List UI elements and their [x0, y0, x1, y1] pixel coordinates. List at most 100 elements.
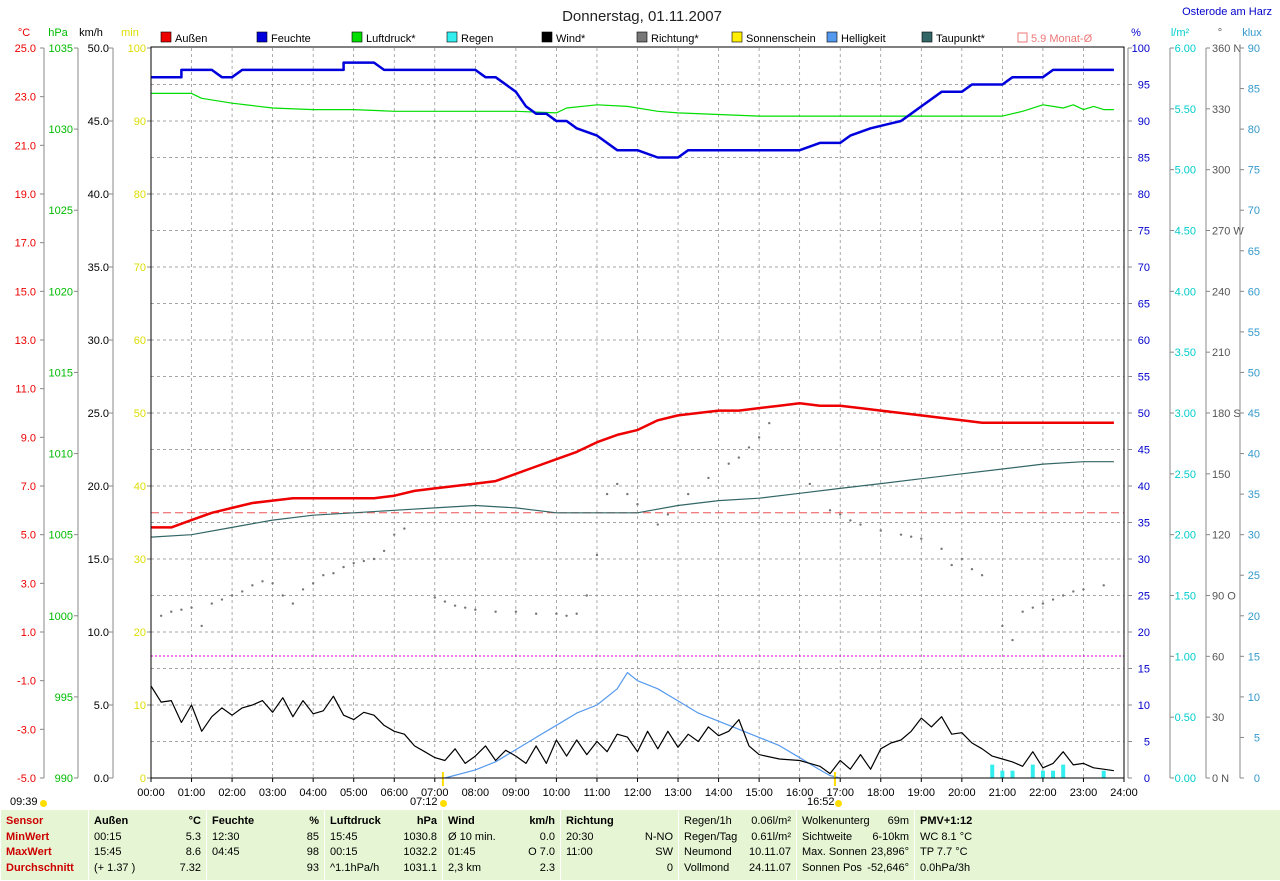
- axis-label-rain: 5.00: [1175, 165, 1196, 177]
- axis-label-rain: 3.50: [1175, 347, 1196, 359]
- series-richtung-point: [585, 594, 589, 597]
- regen-r1-left: Regen/Tag: [684, 830, 738, 843]
- series-richtung-point: [241, 590, 244, 593]
- series-richtung-point: [474, 608, 477, 611]
- axis-label-humidity: 30: [1138, 554, 1150, 566]
- legend-label-7: Helligkeit: [841, 33, 886, 45]
- axis-label-sun: 40: [134, 481, 146, 493]
- series-richtung-point: [737, 456, 741, 459]
- series-richtung-point: [666, 513, 670, 516]
- axis-label-time: 17:00: [826, 787, 854, 799]
- sunset-marker: [835, 800, 842, 807]
- wind-r1-left: Ø 10 min.: [448, 830, 496, 843]
- wind-r3-val: 2.3: [539, 861, 555, 874]
- axis-label-time: 21:00: [989, 787, 1017, 799]
- series-richtung-point: [180, 608, 183, 611]
- feuchte-unit: %: [309, 815, 319, 827]
- axis-label-humidity: 60: [1138, 335, 1150, 347]
- axis-label-wind: 30.0: [88, 335, 109, 347]
- axis-label-sun: 70: [134, 262, 146, 274]
- axis-label-humidity: 80: [1138, 189, 1150, 201]
- axis-label-direction: 330: [1212, 104, 1230, 116]
- legend-label-2: Luftdruck*: [366, 33, 416, 45]
- series-richtung-point: [1041, 602, 1045, 605]
- sunrise-time: 07:12: [410, 796, 438, 808]
- axis-label-direction: 120: [1212, 530, 1230, 542]
- axis-label-temp: 5.0: [21, 530, 36, 542]
- axis-label-wind: 40.0: [88, 189, 109, 201]
- axis-label-sun: 100: [128, 43, 146, 55]
- series-richtung-point: [311, 582, 315, 585]
- legend-label-4: Wind*: [556, 33, 586, 45]
- series-richtung-point: [190, 606, 193, 609]
- axis-label-humidity: 100: [1132, 43, 1150, 55]
- legend-swatch-9: [1017, 32, 1028, 43]
- series-richtung-point: [230, 594, 234, 597]
- axis-label-lux: 35: [1248, 489, 1260, 501]
- wind-r2-left: 01:45: [448, 846, 476, 858]
- axis-label-pressure: 1000: [49, 611, 73, 623]
- pmv-r0: PMV+1:12: [920, 815, 973, 827]
- axis-header-temp: °C: [18, 27, 30, 39]
- feuchte-max-val: 98: [306, 846, 319, 858]
- axis-label-humidity: 45: [1138, 445, 1150, 457]
- legend-label-5: Richtung*: [651, 33, 699, 45]
- series-richtung-point: [879, 529, 882, 532]
- series-richtung-point: [1051, 598, 1055, 601]
- axis-label-pressure: 1020: [49, 286, 73, 298]
- axis-label-lux: 30: [1248, 530, 1260, 542]
- axis-label-time: 04:00: [299, 787, 327, 799]
- moonrise-time: 09:39: [10, 796, 38, 808]
- legend-swatch-6: [731, 31, 743, 43]
- series-richtung-point: [159, 614, 163, 617]
- axis-label-lux: 0: [1254, 773, 1260, 785]
- axis-label-humidity: 90: [1138, 116, 1150, 128]
- panel-sensor: Sensor MinWert MaxWert Durchschnitt: [0, 810, 88, 880]
- axis-label-humidity: 40: [1138, 481, 1150, 493]
- axis-label-time: 08:00: [462, 787, 490, 799]
- series-regen-bar: [1010, 770, 1015, 778]
- wind-r1-val: 0.0: [539, 830, 555, 843]
- axis-label-lux: 20: [1248, 611, 1260, 623]
- sensor-avg: Durchschnitt: [6, 861, 74, 874]
- chart-series: [150, 61, 1124, 786]
- regen-r3-val: 24.11.07: [748, 861, 791, 874]
- axis-label-humidity: 35: [1138, 518, 1150, 530]
- luftdruck-max-val: 1032.2: [403, 846, 437, 858]
- axis-label-lux: 75: [1248, 165, 1260, 177]
- series-richtung-point: [1072, 590, 1075, 593]
- sunset-time: 16:52: [807, 796, 835, 808]
- legend-swatch-7: [826, 31, 838, 43]
- axis-label-temp: -1.0: [17, 676, 36, 688]
- axis-label-humidity: 50: [1138, 408, 1150, 420]
- axis-label-temp: 3.0: [21, 578, 36, 590]
- axis-label-time: 12:00: [624, 787, 652, 799]
- axis-label-time: 20:00: [948, 787, 976, 799]
- axis-label-time: 01:00: [178, 787, 206, 799]
- series-regen-bar: [990, 764, 995, 778]
- series-richtung-point: [980, 574, 984, 577]
- axis-label-lux: 45: [1248, 408, 1260, 420]
- aussen-unit: °C: [188, 815, 201, 827]
- series-taupunkt-line: [150, 461, 1114, 538]
- summary-table: 09:39 07:12 16:52 Sensor MinWert MaxWert…: [0, 796, 1280, 881]
- panel-luftdruck: Luftdruck hPa 15:45 1030.8 00:15 1032.2 ^1.…: [324, 810, 442, 880]
- series-richtung-point: [970, 567, 974, 571]
- series-richtung-point: [768, 421, 771, 425]
- axis-label-direction: 30: [1212, 712, 1224, 724]
- series-regen-bar: [1030, 764, 1035, 778]
- axis-label-humidity: 95: [1138, 80, 1150, 92]
- wolken-r2-val: 23,896°: [870, 846, 909, 858]
- legend-swatch-2: [351, 31, 363, 43]
- series-richtung-point: [828, 509, 832, 512]
- luftdruck-title: Luftdruck: [330, 815, 381, 827]
- luftdruck-min-time: 15:45: [330, 830, 358, 843]
- series-wind-line: [150, 685, 1114, 775]
- sensor-min: MinWert: [6, 830, 50, 843]
- series-regen-bar: [1040, 770, 1045, 778]
- axis-label-rain: 0.00: [1175, 773, 1196, 785]
- series-richtung-point: [301, 588, 305, 591]
- axis-label-direction: 240: [1212, 286, 1230, 298]
- axis-label-rain: 4.00: [1175, 286, 1196, 298]
- luftdruck-min-val: 1030.8: [403, 830, 437, 843]
